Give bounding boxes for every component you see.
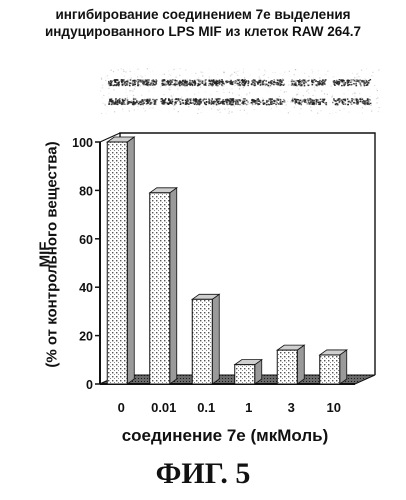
- x-tick-label: 1: [245, 400, 252, 415]
- bar: [150, 193, 170, 384]
- y-tick-label: 100: [72, 136, 93, 150]
- y-axis-label-line2: (% от контрольного вещества): [44, 130, 61, 380]
- y-tick-label: 80: [79, 184, 93, 198]
- figure-label: ФИГ. 5: [0, 457, 406, 491]
- bar: [192, 299, 212, 384]
- bar: [277, 350, 297, 384]
- bar-side: [340, 350, 347, 384]
- y-tick-label: 60: [79, 233, 93, 247]
- bar-side: [212, 294, 219, 384]
- x-tick-label: 3: [288, 400, 295, 415]
- bar-side: [297, 345, 304, 384]
- bar-side: [170, 188, 177, 384]
- x-tick-label: 10: [327, 400, 341, 415]
- bar: [235, 365, 255, 384]
- y-tick-label: 0: [86, 378, 93, 392]
- x-tick-label: 0: [118, 400, 125, 415]
- x-axis-label: соединение 7e (мкМоль): [60, 426, 390, 446]
- bar-side: [127, 137, 134, 384]
- x-tick-label: 0.1: [197, 400, 215, 415]
- y-tick-label: 40: [79, 281, 93, 295]
- bar: [107, 142, 127, 384]
- x-tick-label: 0.01: [151, 400, 176, 415]
- plot-back-wall: [100, 133, 375, 384]
- y-tick-label: 20: [79, 330, 93, 344]
- bar: [320, 355, 340, 384]
